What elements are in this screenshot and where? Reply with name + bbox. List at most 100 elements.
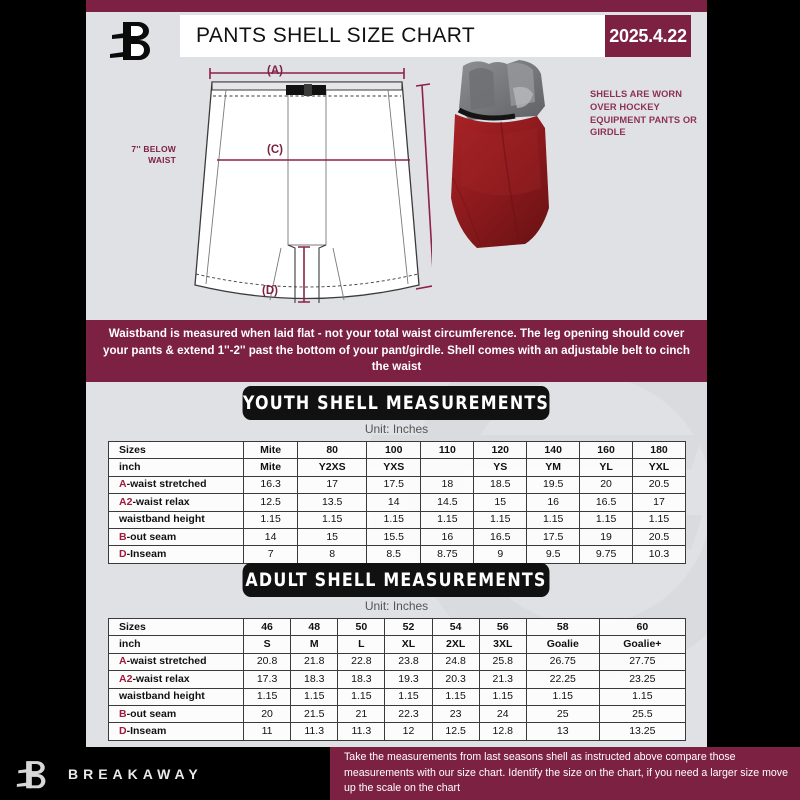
- footer-brand-block: BREAKAWAY: [0, 747, 330, 800]
- table-row: A-waist stretched 16.3 17 17.5 18 18.5 19.5 20 2…: [108, 475, 686, 495]
- adult-table-body: Sizes 46 48 50 52 54 56 58 60 inch S M L XL 2XL 3XL Goal…: [108, 617, 687, 741]
- table-cell: YL: [579, 458, 634, 477]
- table-cell: 8.5: [366, 545, 422, 564]
- table-cell: 100: [366, 440, 422, 460]
- table-row: inch Mite Y2XS YXS YS YM YL YXL: [108, 458, 686, 477]
- content-canvas: PANTS SHELL SIZE CHART 2025.4.22 7'' BEL…: [86, 0, 707, 800]
- table-cell: 1.15: [526, 510, 581, 529]
- table-row: D-Inseam 11 11.3 11.3 12 12.5 12.8 13 13.25: [108, 722, 687, 741]
- row-label: Sizes: [108, 440, 244, 460]
- table-cell: 25.5: [598, 704, 687, 724]
- table-row: D-Inseam 7 8 8.5 8.75 9 9.5 9.75 10.3: [108, 545, 686, 564]
- row-label: A2-waist relax: [108, 493, 244, 512]
- table-cell: 160: [579, 440, 634, 460]
- dimension-label-a: (A): [267, 65, 283, 77]
- table-cell: 13: [525, 722, 600, 741]
- table-cell: 16: [526, 493, 581, 512]
- table-row: B-out seam 14 15 15.5 16 16.5 17.5 19 20.5: [108, 527, 686, 547]
- table-cell: 11.3: [337, 722, 386, 741]
- page-title-box: PANTS SHELL SIZE CHART: [180, 15, 605, 57]
- row-label-marker: D: [119, 548, 127, 561]
- row-label: D-Inseam: [108, 722, 244, 741]
- table-cell: 1.15: [478, 687, 527, 706]
- page-header: PANTS SHELL SIZE CHART 2025.4.22: [86, 12, 707, 60]
- table-cell: 17.5: [526, 527, 581, 547]
- table-cell: XL: [384, 635, 433, 654]
- table-cell: 1.15: [242, 687, 292, 706]
- table-cell: 12.8: [478, 722, 527, 741]
- row-label: waistband height: [108, 510, 244, 529]
- table-cell: S: [242, 635, 292, 654]
- table-cell: 1.15: [420, 510, 475, 529]
- table-cell: 1.15: [242, 510, 299, 529]
- table-row: A-waist stretched 20.8 21.8 22.8 23.8 24.8 25.…: [108, 652, 687, 672]
- table-cell: 17.3: [242, 670, 292, 689]
- table-cell: 7: [242, 545, 299, 564]
- right-black-bar: [707, 0, 800, 800]
- table-cell: 14.5: [420, 493, 475, 512]
- table-cell: 20: [579, 475, 634, 495]
- row-label-marker: A: [119, 478, 127, 491]
- table-cell: 1.15: [366, 510, 422, 529]
- table-cell: 19.5: [526, 475, 581, 495]
- table-cell: 17.5: [366, 475, 422, 495]
- table-cell: 20.8: [242, 652, 292, 672]
- table-row: Sizes 46 48 50 52 54 56 58 60: [108, 617, 687, 637]
- table-cell: YXS: [366, 458, 422, 477]
- page-footer: BREAKAWAY Take the measurements from las…: [0, 747, 800, 800]
- row-label: A-waist stretched: [108, 475, 244, 495]
- table-cell: 22.8: [337, 652, 386, 672]
- footer-brand-name: BREAKAWAY: [68, 765, 203, 782]
- table-cell: 9: [473, 545, 528, 564]
- left-black-bar: [0, 0, 86, 800]
- table-cell: M: [290, 635, 339, 654]
- revision-date-badge: 2025.4.22: [605, 15, 691, 57]
- table-cell: 18: [420, 475, 475, 495]
- row-label-marker: B: [119, 530, 127, 543]
- table-cell: 48: [290, 617, 339, 637]
- table-cell: 16.5: [579, 493, 634, 512]
- footer-note-text: Take the measurements from last seasons …: [344, 751, 788, 795]
- adult-measurements-table: Sizes 46 48 50 52 54 56 58 60 inch S M L XL 2XL 3XL Goal…: [108, 617, 687, 741]
- table-cell: 50: [337, 617, 386, 637]
- table-cell: 15.5: [366, 527, 422, 547]
- table-cell: 18.5: [473, 475, 528, 495]
- table-cell: 12.5: [431, 722, 480, 741]
- row-label: waistband height: [108, 687, 244, 706]
- table-cell: 15: [473, 493, 528, 512]
- table-cell: 14: [366, 493, 422, 512]
- table-cell: 180: [632, 440, 686, 460]
- row-label: B-out seam: [108, 704, 244, 724]
- table-cell: [420, 458, 475, 477]
- table-cell: 13.25: [598, 722, 687, 741]
- table-cell: 1.15: [297, 510, 368, 529]
- table-cell: 19.3: [384, 670, 433, 689]
- table-row: waistband height 1.15 1.15 1.15 1.15 1.15 1.15…: [108, 687, 687, 706]
- table-cell: 12: [384, 722, 433, 741]
- page-title: PANTS SHELL SIZE CHART: [196, 24, 476, 47]
- table-cell: Goalie: [525, 635, 600, 654]
- table-cell: 20.5: [632, 475, 686, 495]
- table-cell: 22.25: [525, 670, 600, 689]
- table-cell: 16.5: [473, 527, 528, 547]
- row-label-marker: D: [119, 725, 127, 738]
- table-cell: 18.3: [337, 670, 386, 689]
- row-label-marker: A: [119, 655, 127, 668]
- shells-worn-callout: SHELLS ARE WORN OVER HOCKEY EQUIPMENT PA…: [590, 89, 697, 138]
- table-cell: Mite: [242, 458, 299, 477]
- table-cell: 12.5: [242, 493, 299, 512]
- banner-text: Waistband is measured when laid flat - n…: [103, 327, 690, 374]
- table-cell: 25: [525, 704, 600, 724]
- table-cell: 1.15: [337, 687, 386, 706]
- top-accent-strip: [86, 0, 707, 12]
- table-cell: 1.15: [525, 687, 600, 706]
- table-row: inch S M L XL 2XL 3XL Goalie Goalie+: [108, 635, 687, 654]
- dimension-label-c: (C): [267, 144, 283, 156]
- row-label: Sizes: [108, 617, 244, 637]
- table-cell: 1.15: [579, 510, 634, 529]
- pants-technical-drawing: [194, 68, 432, 303]
- product-photo-shell-pants: [451, 60, 549, 248]
- table-cell: 10.3: [632, 545, 686, 564]
- table-cell: YM: [526, 458, 581, 477]
